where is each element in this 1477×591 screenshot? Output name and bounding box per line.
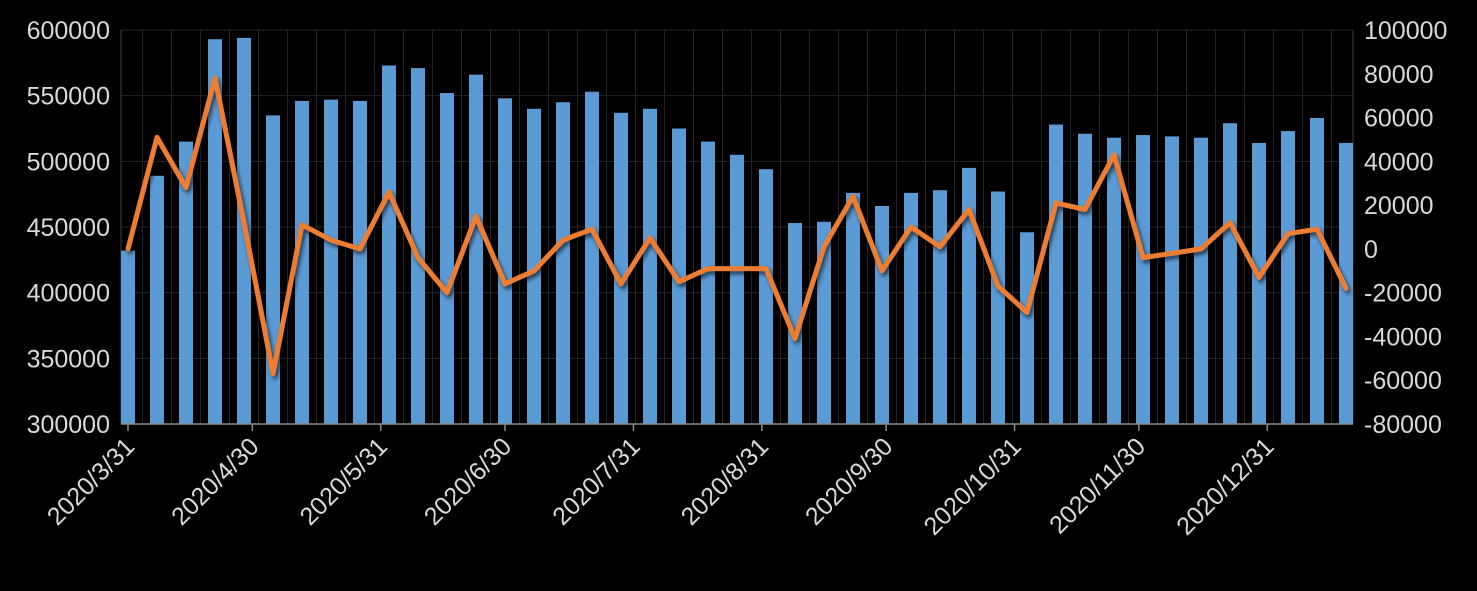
- left-axis-label: 550000: [27, 83, 110, 111]
- x-axis-label: 2020/10/31: [919, 432, 1027, 540]
- right-axis-label: 20000: [1364, 192, 1434, 220]
- left-axis-label: 600000: [27, 17, 110, 45]
- bar: [1107, 137, 1121, 424]
- right-axis-label: 60000: [1364, 105, 1434, 133]
- bar: [730, 154, 744, 424]
- left-axis-label: 400000: [27, 280, 110, 308]
- bar: [121, 250, 135, 424]
- bar: [1223, 123, 1237, 424]
- right-axis-label: 40000: [1364, 148, 1434, 176]
- bar: [469, 74, 483, 425]
- bar: [933, 190, 947, 424]
- x-axis-label: 2020/9/30: [800, 432, 898, 530]
- bar: [1020, 232, 1034, 424]
- bar: [440, 93, 454, 424]
- bar: [1281, 131, 1295, 425]
- bar: [701, 141, 715, 424]
- right-axis-label: -80000: [1364, 411, 1442, 439]
- bar: [585, 91, 599, 424]
- bar: [353, 100, 367, 425]
- line-series: [125, 75, 1349, 377]
- bar: [788, 223, 802, 424]
- right-axis-label: 0: [1364, 236, 1378, 264]
- bar: [991, 191, 1005, 424]
- right-axis-label: -20000: [1364, 280, 1442, 308]
- bar: [1165, 136, 1179, 424]
- bar: [208, 39, 222, 425]
- right-axis-label: 100000: [1364, 17, 1447, 45]
- right-axis-label: -40000: [1364, 323, 1442, 351]
- x-axis-label: 2020/3/31: [42, 432, 140, 530]
- bar: [324, 99, 338, 425]
- bar: [904, 192, 918, 424]
- x-axis-label: 2020/12/31: [1171, 432, 1279, 540]
- left-axis-label: 450000: [27, 214, 110, 242]
- bar: [1194, 137, 1208, 424]
- bar: [266, 115, 280, 424]
- bar: [1252, 142, 1266, 425]
- bar: [556, 102, 570, 424]
- left-axis-label: 500000: [27, 148, 110, 176]
- bar: [875, 205, 889, 424]
- bar: [527, 108, 541, 425]
- bar: [498, 98, 512, 424]
- bar: [817, 221, 831, 424]
- bar: [614, 112, 628, 425]
- x-axis-label: 2020/5/31: [295, 432, 393, 530]
- bar: [150, 175, 164, 424]
- bar: [411, 68, 425, 424]
- bar: [962, 167, 976, 424]
- x-axis-label: 2020/6/30: [419, 432, 517, 530]
- left-axis-label: 300000: [27, 411, 110, 439]
- x-axis-label: 2020/4/30: [166, 432, 264, 530]
- x-axis-label: 2020/11/30: [1044, 432, 1151, 539]
- right-axis-label: 80000: [1364, 61, 1434, 89]
- bar: [1049, 124, 1063, 424]
- bar: [1310, 117, 1324, 424]
- left-axis-label: 350000: [27, 345, 110, 373]
- bar: [295, 100, 309, 425]
- bar: [672, 128, 686, 424]
- bar: [759, 169, 773, 424]
- bar: [643, 108, 657, 425]
- bar: [846, 192, 860, 424]
- bar: [382, 65, 396, 425]
- bar: [179, 141, 193, 424]
- bar: [1078, 133, 1092, 424]
- right-axis-label: -60000: [1364, 367, 1442, 395]
- x-axis-label: 2020/7/31: [547, 432, 645, 530]
- x-axis-label: 2020/8/31: [676, 432, 774, 530]
- bar: [1136, 135, 1150, 425]
